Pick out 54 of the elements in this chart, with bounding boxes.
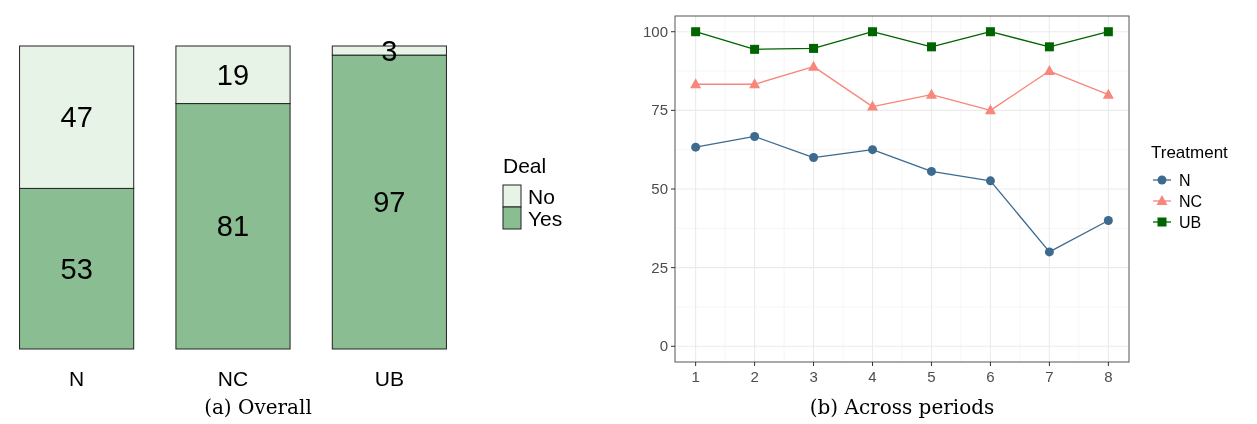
- text: (a) Overall: [204, 395, 312, 419]
- legend-title: Deal: [503, 154, 547, 177]
- x-tick-label: 5: [927, 368, 936, 385]
- point: [1103, 215, 1113, 225]
- data-label: 81: [216, 210, 250, 243]
- y-tick-label: 100: [642, 22, 668, 40]
- point: [1044, 42, 1054, 52]
- legend-label: N: [1179, 172, 1191, 189]
- x-tick-label: 3: [809, 368, 818, 385]
- point: [985, 176, 995, 186]
- data-label: 47: [60, 101, 93, 134]
- legend-label: UB: [1179, 214, 1202, 231]
- x-tick-label: 1: [691, 368, 700, 385]
- y-tick-label: 0: [659, 337, 668, 355]
- x-tick-label: 4: [868, 368, 877, 385]
- point: [926, 42, 936, 52]
- point: [691, 27, 701, 37]
- y-tick-label: 25: [651, 258, 668, 276]
- legend-label: NC: [1179, 193, 1203, 210]
- point: [1103, 27, 1113, 37]
- point: [1102, 88, 1114, 99]
- point: [868, 145, 878, 155]
- point: [690, 78, 702, 89]
- point: [1043, 65, 1055, 76]
- x-tick-label: N: [69, 367, 85, 390]
- point: [750, 44, 760, 54]
- x-tick-label: NC: [217, 367, 249, 390]
- x-tick-label: 2: [750, 368, 759, 385]
- text: (b) Across periods: [809, 395, 995, 419]
- point: [691, 142, 701, 152]
- legend-label: Yes: [528, 207, 563, 230]
- point: [750, 131, 760, 141]
- point: [985, 27, 995, 37]
- x-tick-label: 7: [1045, 368, 1054, 385]
- point: [867, 100, 879, 111]
- point: [1044, 247, 1054, 257]
- point: [926, 166, 936, 176]
- point: [749, 78, 761, 89]
- legend-title: Treatment: [1151, 143, 1229, 162]
- data-label: 19: [216, 58, 250, 91]
- legend-label: No: [528, 185, 555, 208]
- point: [808, 60, 820, 71]
- x-tick-label: UB: [374, 367, 404, 390]
- point: [809, 153, 819, 163]
- x-tick-label: 8: [1104, 368, 1113, 385]
- point: [868, 27, 878, 37]
- data-label: 97: [373, 186, 406, 219]
- data-label: 53: [60, 252, 93, 285]
- x-tick-label: 6: [986, 368, 995, 385]
- y-tick-label: 75: [651, 101, 668, 119]
- point: [984, 104, 996, 115]
- y-tick-label: 50: [651, 180, 668, 197]
- point: [809, 43, 819, 53]
- point: [925, 88, 937, 99]
